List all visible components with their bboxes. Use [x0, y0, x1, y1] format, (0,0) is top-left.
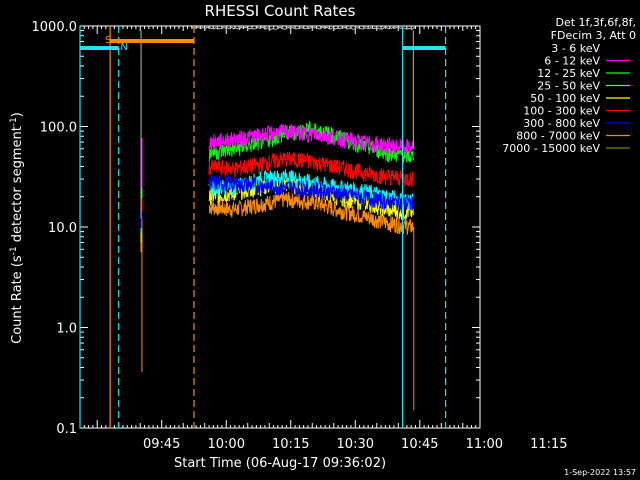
y-tick-label: 1000.0	[32, 20, 78, 35]
y-ticks: 0.1 1.0 10.0 100.0 1000.0	[32, 20, 480, 437]
x-tick-label: 10:00	[208, 437, 245, 452]
footer-timestamp: 1-Sep-2022 13:57	[564, 468, 636, 477]
flag-s: S	[105, 35, 111, 46]
trace-0	[191, 26, 416, 30]
plot-frame	[79, 25, 481, 429]
x-tick-label: 10:45	[401, 437, 438, 452]
legend-label-8: 7000 - 15000 keV	[502, 142, 600, 155]
legend-label-2: 12 - 25 keV	[537, 67, 600, 80]
legend-header-2: FDecim 3, Att 0	[551, 29, 636, 42]
y-tick-label: 10.0	[48, 221, 77, 236]
x-tick-label: 09:45	[143, 437, 180, 452]
series-traces	[140, 26, 416, 411]
legend-label-3: 25 - 50 keV	[537, 80, 600, 93]
x-axis-label: Start Time (06-Aug-17 09:36:02)	[174, 456, 386, 471]
x-tick-label: 10:30	[337, 437, 374, 452]
trace-6	[208, 175, 414, 213]
y-tick-label: 100.0	[40, 121, 77, 136]
legend-label-0: 3 - 6 keV	[551, 42, 600, 55]
legend-label-4: 50 - 100 keV	[530, 92, 600, 105]
y-tick-label: 1.0	[56, 322, 77, 337]
legend-header-1: Det 1f,3f,6f,8f,	[555, 16, 636, 29]
trace-1	[208, 123, 414, 155]
x-ticks: 09:45 10:00 10:15 10:30 10:45 11:00 11:15	[79, 26, 568, 452]
trace-7	[208, 191, 414, 235]
svg-text:Count Rate (s-1 detector segme: Count Rate (s-1 detector segment-1)	[9, 112, 25, 344]
x-tick-label: 11:00	[466, 437, 503, 452]
legend-label-5: 100 - 300 keV	[523, 105, 600, 118]
x-tick-label: 10:15	[272, 437, 309, 452]
legend: Det 1f,3f,6f,8f, FDecim 3, Att 0 3 - 6 k…	[502, 16, 636, 155]
trace-5	[208, 151, 414, 187]
legend-label-6: 300 - 800 keV	[523, 117, 600, 130]
x-tick-label: 11:15	[530, 437, 567, 452]
chart-title: RHESSI Count Rates	[205, 2, 356, 20]
legend-label-7: 800 - 7000 keV	[516, 130, 600, 143]
y-tick-label: 0.1	[56, 422, 77, 437]
y-axis-label: Count Rate (s-1 detector segment-1)	[9, 112, 25, 344]
axes	[79, 25, 481, 429]
flag-n: N	[120, 42, 127, 53]
legend-label-1: 6 - 12 keV	[544, 55, 600, 68]
time-markers: SN	[79, 26, 447, 428]
